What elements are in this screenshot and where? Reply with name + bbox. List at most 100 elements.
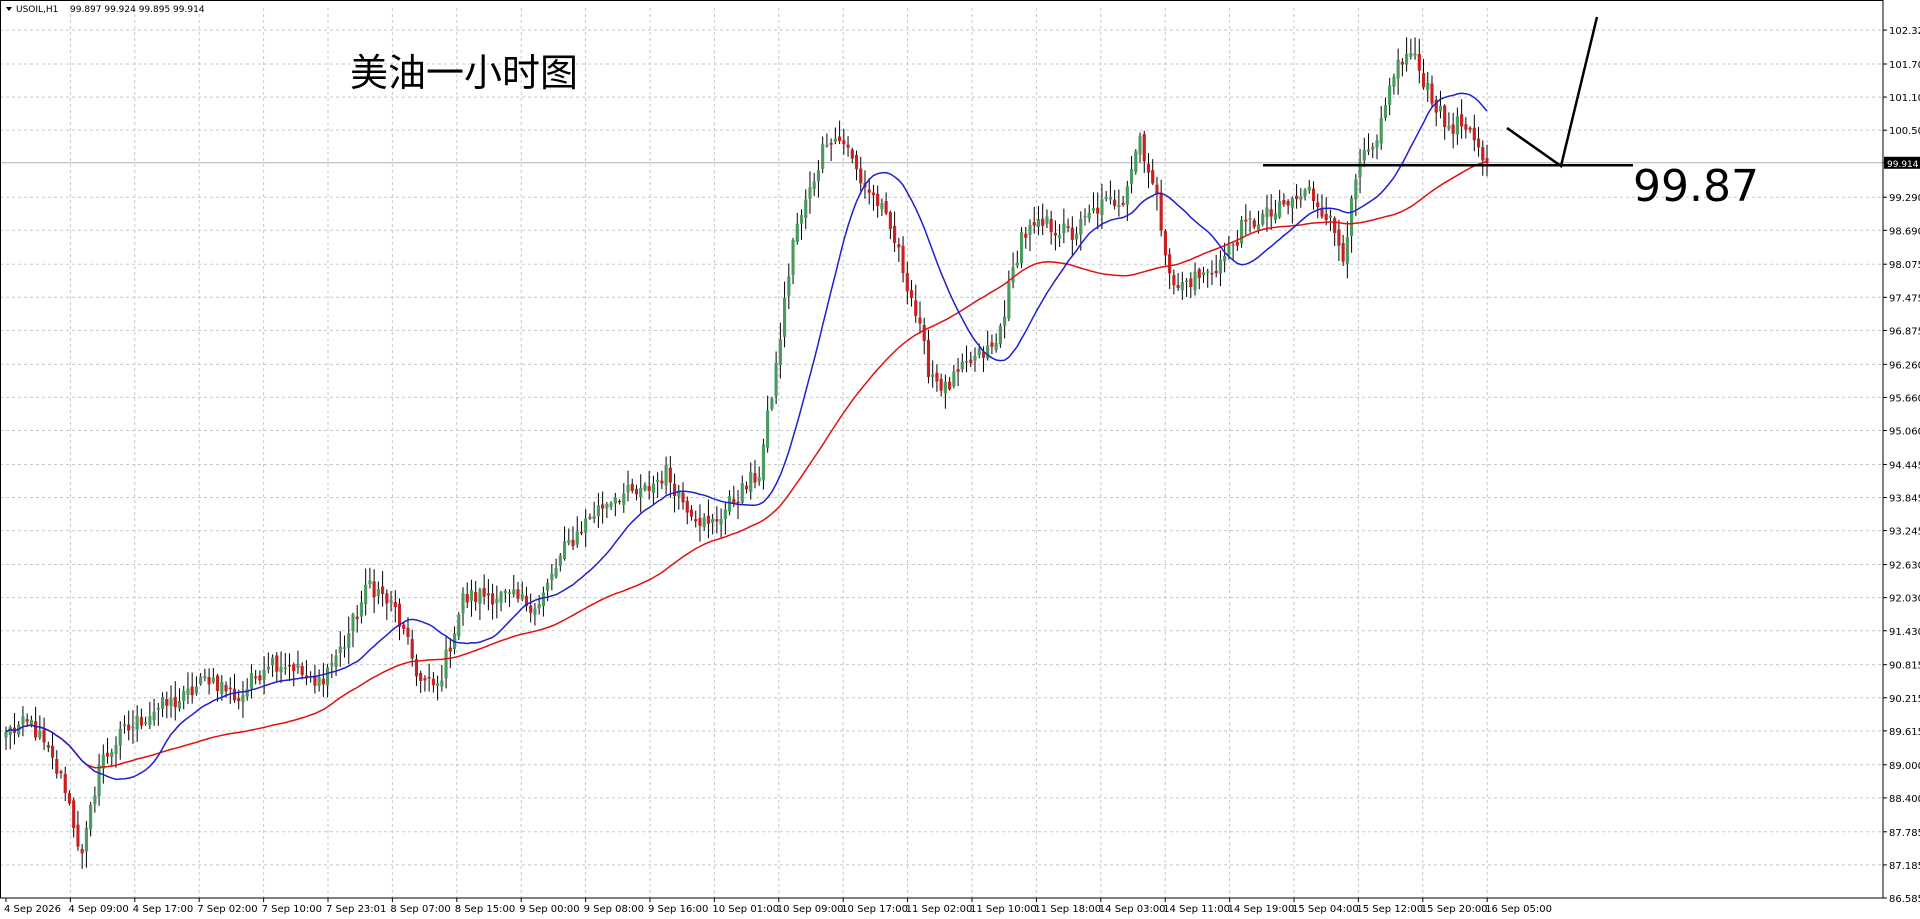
- candle-bull: [1447, 125, 1451, 129]
- candle-bear: [1476, 138, 1481, 148]
- candle-bear: [850, 149, 854, 159]
- candle-bull: [1354, 179, 1358, 200]
- candle-bull: [203, 676, 207, 679]
- candle-bull: [1019, 231, 1024, 264]
- candle-bull: [546, 582, 550, 591]
- candle-bear: [423, 678, 427, 681]
- candle-bear: [393, 602, 397, 608]
- candle-bear: [601, 504, 605, 509]
- time-tick-label: 7 Sep 10:00: [262, 904, 322, 915]
- candle-bear: [190, 686, 194, 696]
- candle-bull: [1375, 140, 1379, 148]
- candle-bull: [931, 374, 935, 377]
- candle-bear: [884, 201, 888, 214]
- candle-bear: [292, 664, 296, 672]
- candle-bull: [1185, 280, 1189, 283]
- candle-bear: [321, 678, 325, 685]
- candle-bull: [389, 599, 393, 603]
- candle-bear: [854, 154, 859, 170]
- candle-bull: [791, 240, 795, 275]
- candle-bull: [651, 483, 655, 493]
- candle-bull: [994, 342, 998, 350]
- candle-bull: [457, 614, 461, 637]
- candle-bull: [1379, 118, 1383, 144]
- candle-bull: [342, 647, 347, 649]
- candle-bull: [351, 614, 355, 631]
- candle-bear: [1032, 222, 1036, 226]
- candle-bull: [711, 518, 715, 523]
- candle-bull: [93, 795, 97, 805]
- candle-bull: [241, 694, 245, 703]
- candle-bull: [495, 598, 499, 604]
- candle-bear: [579, 531, 584, 534]
- candle-bull: [1396, 59, 1400, 79]
- candle-bear: [1066, 226, 1070, 228]
- candle-bull: [1074, 233, 1079, 240]
- candle-bear: [139, 717, 143, 726]
- candles: [4, 37, 1489, 869]
- candle-bull: [1117, 204, 1121, 208]
- candle-bull: [1366, 149, 1371, 152]
- candle-bull: [575, 531, 579, 545]
- candle-bear: [1146, 163, 1151, 173]
- candle-bull: [1290, 198, 1294, 208]
- price-tick-label: 98.690: [1889, 226, 1920, 237]
- candle-bear: [1316, 202, 1320, 208]
- candle-bull: [537, 604, 541, 609]
- candle-bull: [821, 144, 825, 169]
- candle-bull: [766, 410, 770, 448]
- candle-bear: [1451, 124, 1455, 134]
- price-tick-label: 89.615: [1889, 727, 1920, 738]
- candle-bear: [1295, 195, 1299, 200]
- candle-bull: [1091, 208, 1096, 211]
- candle-bull: [1405, 53, 1409, 65]
- candle-bull: [1273, 213, 1277, 220]
- candle-bear: [630, 483, 634, 491]
- time-tick-label: 16 Sep 05:00: [1485, 904, 1552, 915]
- candle-bear: [1189, 278, 1193, 288]
- candle-bear: [990, 342, 994, 347]
- candle-bear: [935, 372, 939, 382]
- candle-bull: [1413, 53, 1417, 56]
- candle-bear: [287, 664, 292, 667]
- candle-bull: [1383, 105, 1388, 119]
- candle-bear: [698, 517, 702, 526]
- candle-bear: [694, 519, 698, 522]
- candle-bull: [719, 518, 723, 525]
- time-tick-label: 10 Sep 17:00: [841, 904, 908, 915]
- candle-bear: [681, 492, 685, 503]
- candle-bull: [728, 496, 732, 512]
- candle-bull: [613, 497, 617, 504]
- candle-bear: [448, 647, 452, 652]
- candle-bear: [105, 752, 110, 757]
- candle-bear: [63, 773, 67, 794]
- time-tick-label: 10 Sep 09:00: [777, 904, 844, 915]
- candle-bull: [804, 199, 808, 219]
- candle-bear: [922, 325, 926, 341]
- candle-bull: [1307, 186, 1311, 191]
- candle-bear: [410, 639, 414, 659]
- candle-bull: [169, 698, 173, 706]
- grid: [0, 8, 1883, 899]
- candle-bull: [177, 701, 182, 709]
- time-tick-label: 9 Sep 16:00: [648, 904, 708, 915]
- candle-bear: [901, 245, 905, 274]
- candle-bull: [114, 745, 118, 754]
- candle-bear: [59, 771, 63, 774]
- candle-bear: [127, 724, 131, 731]
- candle-bear: [689, 509, 694, 517]
- candle-bear: [918, 317, 922, 324]
- candle-bear: [1341, 243, 1345, 262]
- candle-bull: [774, 362, 778, 397]
- candle-bull: [440, 680, 444, 687]
- price-tick-label: 101.705: [1889, 60, 1920, 71]
- candle-bull: [503, 590, 507, 593]
- chevron-down-icon[interactable]: [6, 7, 12, 11]
- candle-bear: [909, 290, 914, 299]
- candle-bull: [799, 215, 804, 224]
- candle-bull: [89, 804, 93, 830]
- price-tick-label: 87.785: [1889, 828, 1920, 839]
- candle-bull: [605, 503, 609, 509]
- candle-bear: [914, 300, 918, 317]
